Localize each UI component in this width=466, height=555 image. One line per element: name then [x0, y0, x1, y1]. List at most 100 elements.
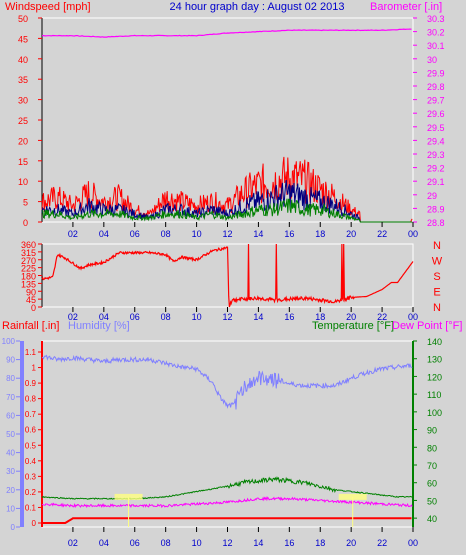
wind-tick-label: 0: [23, 218, 28, 228]
x-tick-label: 02: [68, 229, 78, 239]
wind-tick-label: 35: [18, 75, 28, 85]
barometer-label: Barometer [.in]: [370, 1, 442, 13]
humidity-tick-label: 90: [6, 356, 15, 365]
baro-tick-label: 28.9: [427, 204, 445, 214]
temp-tick-label: 140: [427, 337, 442, 347]
temp-tick-label: 100: [427, 408, 442, 418]
baro-tick-label: 30.2: [427, 28, 445, 38]
x-tick-label: 12: [222, 312, 232, 322]
x-tick-label: 22: [377, 229, 387, 239]
dir-tick-label: 180: [21, 272, 36, 282]
x-tick-label: 14: [253, 538, 263, 548]
x-tick-label: 16: [284, 229, 294, 239]
x-tick-label: 00: [408, 538, 418, 548]
baro-tick-label: 29.4: [427, 136, 445, 146]
graph-title: 24 hour graph day : August 02 2013: [170, 1, 345, 13]
dir-tick-label: 270: [21, 256, 36, 266]
temp-tick-label: 40: [427, 514, 437, 524]
humidity-axis-bar: [20, 341, 24, 527]
x-tick-label: 06: [130, 229, 140, 239]
rain-tick-label: 0.9: [25, 379, 37, 388]
baro-tick-label: 29.3: [427, 150, 445, 160]
wind-tick-label: 40: [18, 55, 28, 65]
wind-barometer-panel: 0 5 10 15 20 25 30 35 40 45 50 28.8 28.9 29 29.1 29.2 29…: [18, 14, 445, 228]
baro-tick-label: 30.1: [427, 41, 445, 51]
x-tick-label: 10: [192, 229, 202, 239]
wind-tick-label: 15: [18, 157, 28, 167]
baro-tick-label: 29.8: [427, 82, 445, 92]
humidity-tick-label: 50: [6, 430, 15, 439]
dir-tick-label: 315: [21, 248, 36, 258]
x-tick-label: 14: [253, 312, 263, 322]
compass-label: W: [432, 256, 443, 268]
rain-tick-label: 0.5: [25, 441, 37, 450]
humidity-tick-label: 70: [6, 393, 15, 402]
compass-label: N: [433, 240, 441, 252]
x-tick-label: 14: [253, 229, 263, 239]
wind-direction-line: [41, 243, 414, 308]
baro-tick-label: 29.9: [427, 68, 445, 78]
temp-tick-label: 80: [427, 443, 437, 453]
humidity-tick-label: 0: [11, 523, 16, 532]
x-tick-label: 04: [99, 229, 109, 239]
temp-tick-label: 120: [427, 372, 442, 382]
dir-tick-label: 0: [31, 303, 36, 313]
temperature-line: [41, 476, 413, 500]
rainfall-label: Rainfall [.in]: [2, 320, 59, 332]
x-tick-label: 00: [408, 312, 418, 322]
temp-tick-label: 70: [427, 461, 437, 471]
x-tick-label: 18: [315, 229, 325, 239]
x-tick-label: 06: [130, 538, 140, 548]
dir-tick-label: 45: [26, 295, 36, 305]
baro-tick-label: 29.1: [427, 177, 445, 187]
dir-tick-label: 360: [21, 240, 36, 250]
temp-tick-label: 110: [427, 390, 441, 400]
wind-tick-label: 20: [18, 136, 28, 146]
top-plot-frame: [41, 17, 414, 223]
humidity-line: [41, 354, 413, 410]
dir-tick-label: 135: [21, 279, 36, 289]
baro-tick-label: 29.6: [427, 109, 445, 119]
rain-tick-label: 1.1: [25, 348, 37, 357]
x-tick-label: 18: [315, 538, 325, 548]
x-tick-label: 00: [408, 229, 418, 239]
wind-tick-label: 50: [18, 14, 28, 24]
wind-tick-label: 30: [18, 96, 28, 106]
humidity-tick-label: 10: [6, 504, 15, 513]
x-tick-label: 12: [222, 229, 232, 239]
baro-tick-label: 29.5: [427, 123, 445, 133]
compass-label: S: [433, 271, 440, 283]
rain-tick-label: 0.3: [25, 472, 37, 481]
humidity-tick-label: 20: [6, 486, 15, 495]
rain-tick-label: 0.2: [25, 488, 37, 497]
humidity-label: Humidity [%]: [68, 320, 130, 332]
sunset-tag: [338, 493, 367, 500]
x-tick-label: 06: [130, 312, 140, 322]
temp-tick-label: 50: [427, 496, 437, 506]
x-tick-label: 08: [161, 538, 171, 548]
x-tick-label: 20: [346, 229, 356, 239]
x-tick-label: 02: [68, 312, 78, 322]
temp-tick-label: 130: [427, 355, 442, 365]
sunrise-tag: [114, 493, 143, 500]
wind-tick-label: 5: [23, 198, 28, 208]
baro-tick-label: 30: [427, 55, 437, 65]
temperature-label: Temperature [°F]: [312, 320, 394, 332]
dir-tick-label: 225: [21, 264, 36, 274]
baro-tick-label: 29: [427, 191, 437, 201]
x-tick-label: 08: [161, 312, 171, 322]
rain-tick-label: 0.8: [25, 395, 37, 404]
wind-avg-line: [41, 179, 413, 223]
x-tick-label: 20: [346, 538, 356, 548]
rain-tick-label: 0.6: [25, 426, 37, 435]
humidity-tick-label: 30: [6, 467, 15, 476]
compass-label: N: [433, 302, 441, 314]
x-tick-label: 08: [161, 229, 171, 239]
baro-tick-label: 29.2: [427, 164, 445, 174]
windspeed-label: Windspeed [mph]: [5, 1, 91, 13]
x-axis-ticks: 02 02 02 04 04 04 06 06 06 08 08 08 10 10 10 12 12 12 14 14…: [68, 222, 418, 548]
x-tick-label: 12: [222, 538, 232, 548]
x-tick-label: 22: [377, 312, 387, 322]
